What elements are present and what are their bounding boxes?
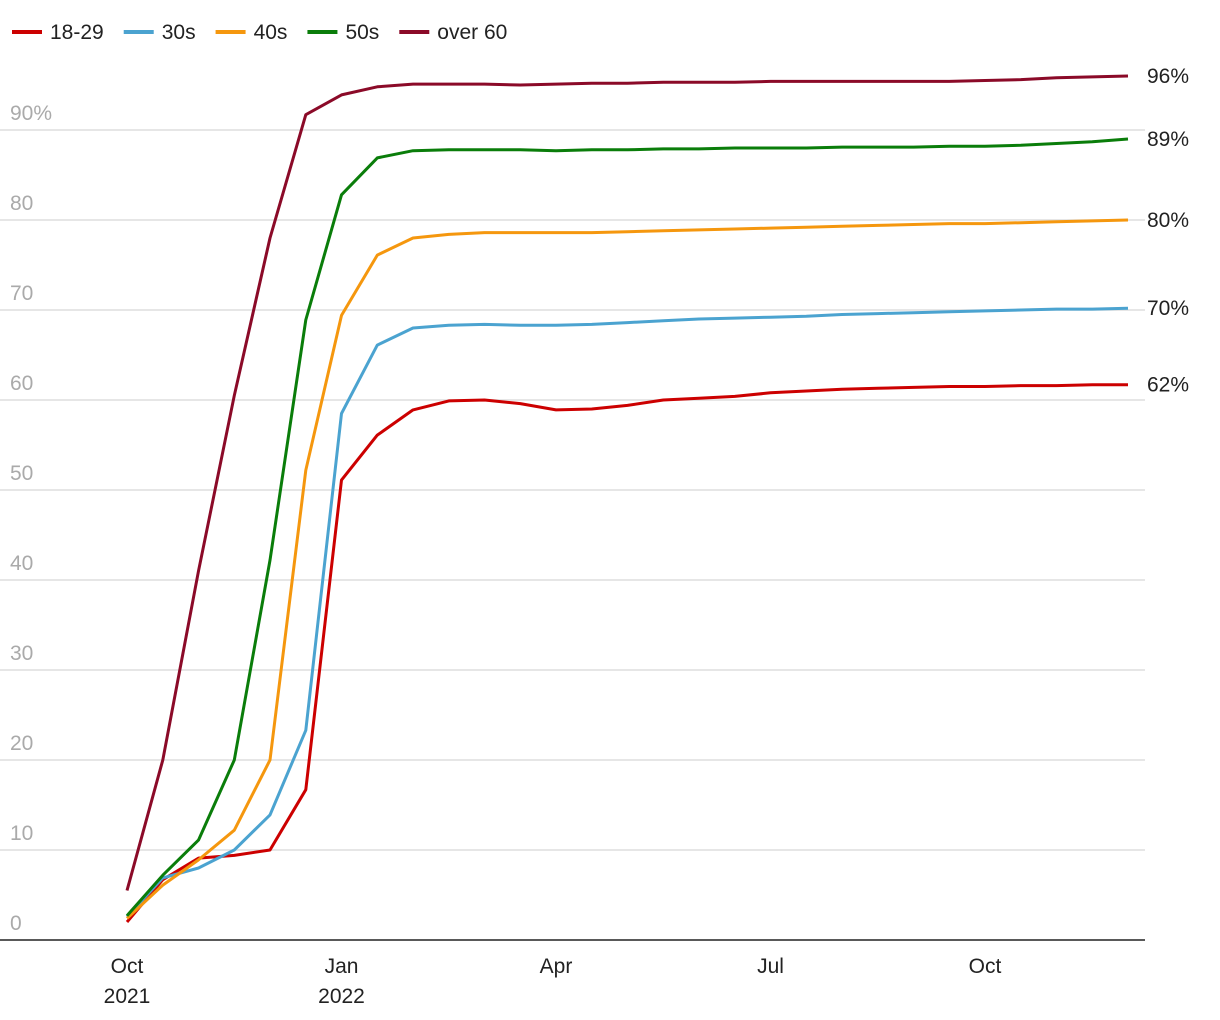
series-line	[125, 383, 1128, 923]
y-tick-label: 10	[10, 822, 33, 845]
y-tick-label: 0	[10, 912, 22, 935]
y-tick-label: 80	[10, 192, 33, 215]
end-label: 89%	[1147, 128, 1189, 151]
end-label: 96%	[1147, 65, 1189, 88]
x-tick-label: Jul	[757, 955, 784, 978]
end-label: 70%	[1147, 297, 1189, 320]
series-line	[125, 137, 1129, 917]
end-label: 62%	[1147, 374, 1189, 397]
y-tick-label: 20	[10, 732, 33, 755]
x-tick-label: Oct 2021	[104, 955, 151, 1008]
series-line	[125, 74, 1129, 891]
legend-label: 40s	[254, 21, 288, 44]
x-tick-label: Jan 2022	[318, 955, 365, 1008]
series-line	[125, 306, 1129, 918]
y-tick-label: 70	[10, 282, 33, 305]
x-tick-label: Oct	[969, 955, 1002, 978]
x-tick-label: Apr	[540, 955, 573, 978]
y-tick-label: 50	[10, 462, 33, 485]
legend-label: 50s	[345, 21, 379, 44]
y-tick-label: 90%	[10, 102, 52, 125]
series-line	[125, 218, 1129, 920]
y-tick-label: 60	[10, 372, 33, 395]
y-tick-label: 40	[10, 552, 33, 575]
legend-label: 30s	[162, 21, 196, 44]
y-tick-label: 30	[10, 642, 33, 665]
end-label: 80%	[1147, 209, 1189, 232]
legend-label: 18-29	[50, 21, 104, 44]
legend-label: over 60	[437, 21, 507, 44]
